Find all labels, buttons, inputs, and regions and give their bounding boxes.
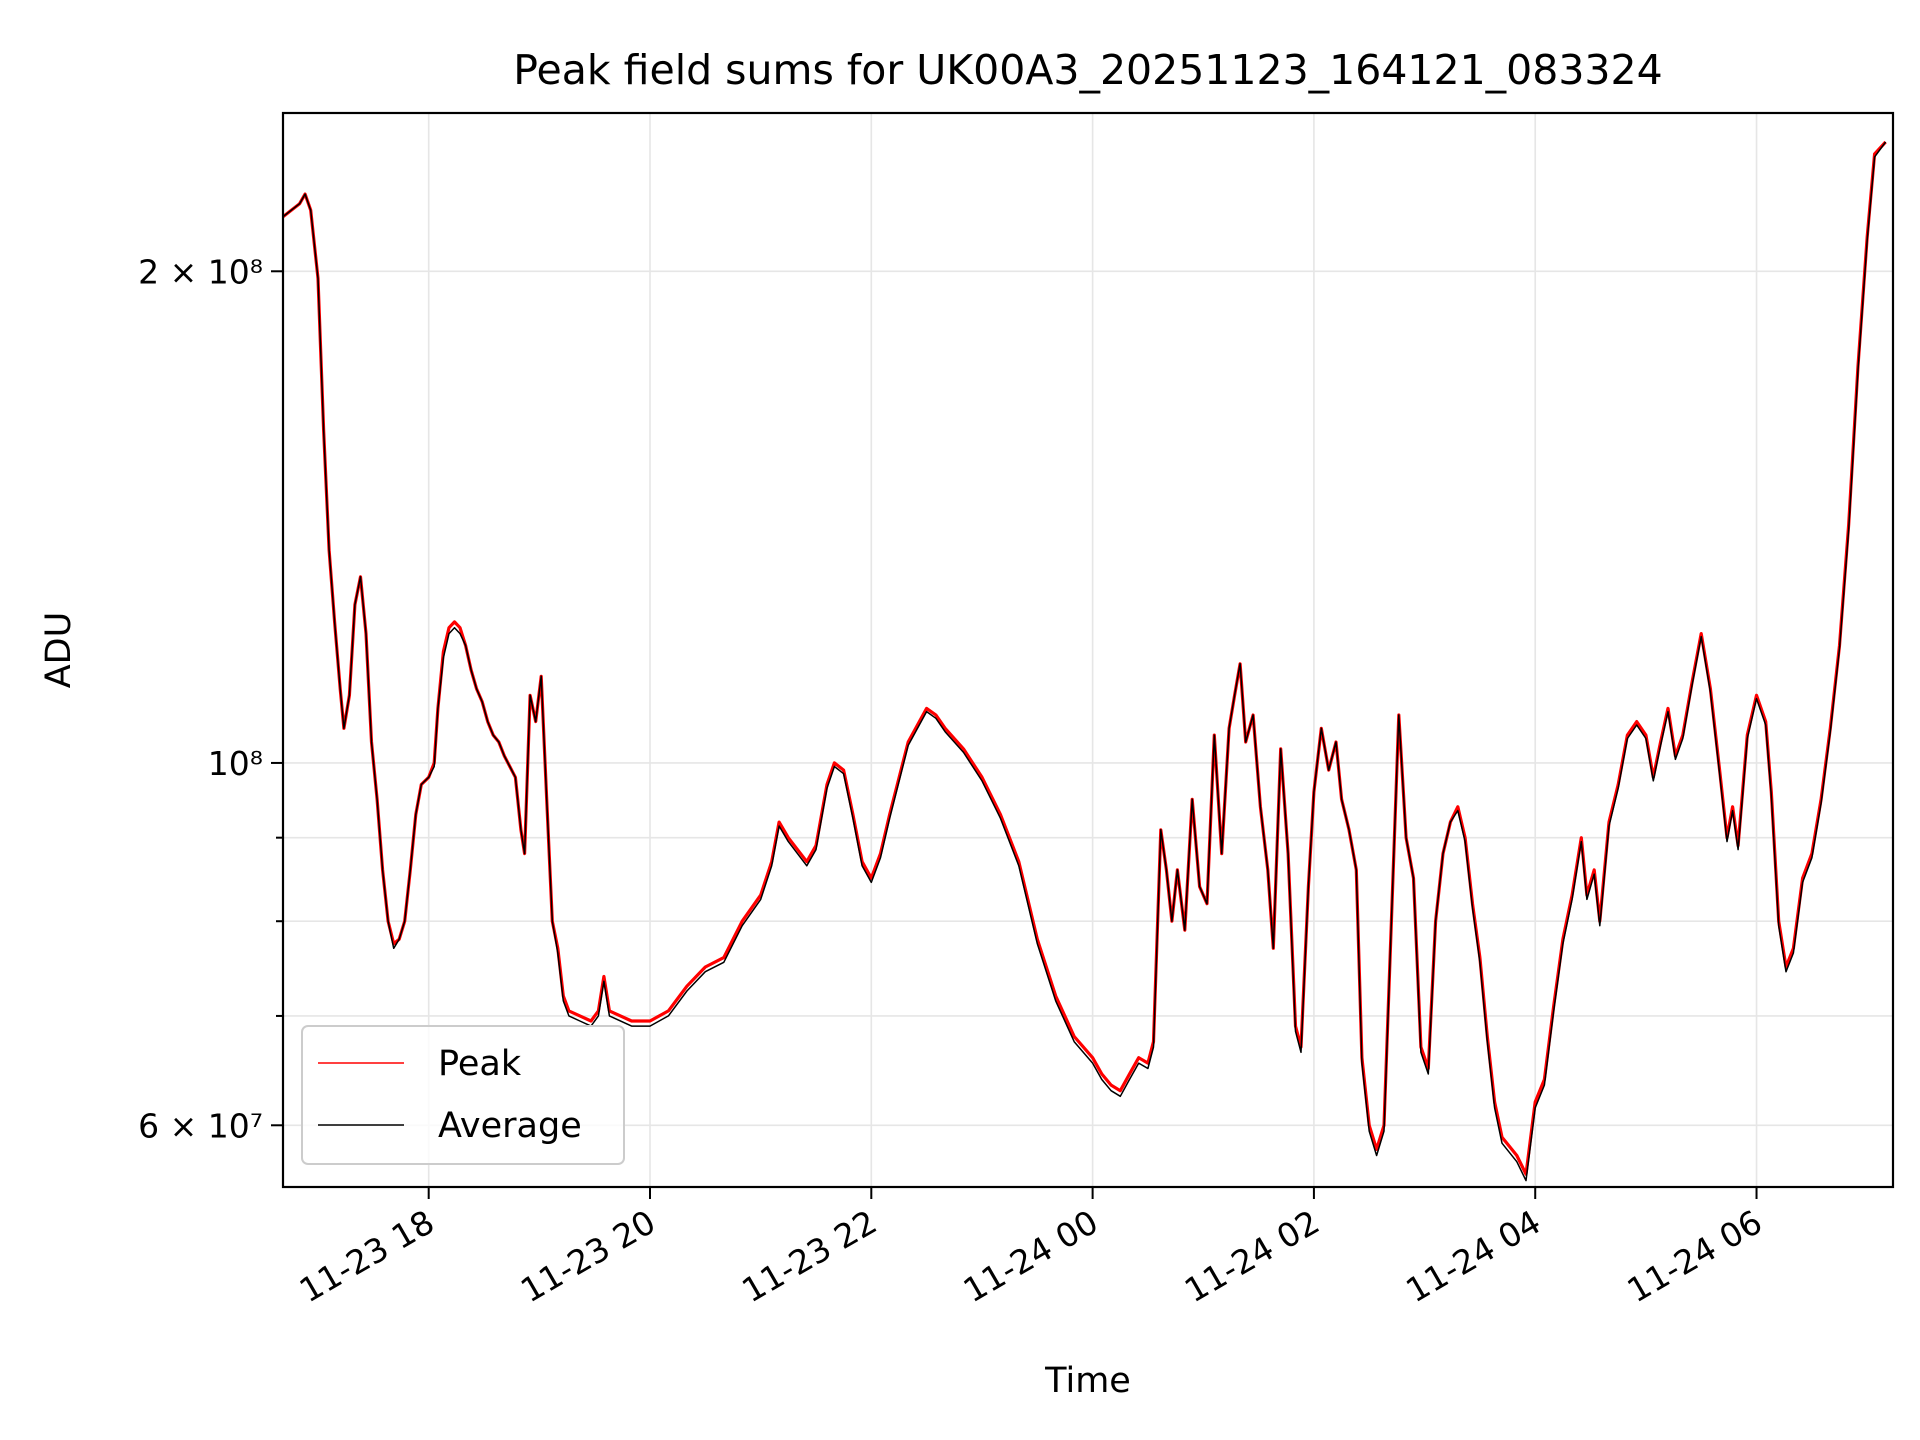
series-lines [282,140,1887,1182]
legend-box [301,1025,625,1165]
y-tick-label: 6 × 10⁷ [138,1106,263,1145]
legend-label-average: Average [438,1106,582,1146]
y-tick-label: 2 × 10⁸ [138,252,263,291]
y-tick-label: 10⁸ [208,744,263,783]
y-axis-label: ADU [39,612,79,689]
plot-frame [281,111,1895,1189]
series-line-average [282,141,1887,1182]
legend-label-peak: Peak [438,1044,522,1084]
x-axis-label: Time [1044,1361,1131,1401]
chart-title: Peak field sums for UK00A3_20251123_1641… [513,46,1662,94]
legend: Peak Average [301,1025,625,1165]
